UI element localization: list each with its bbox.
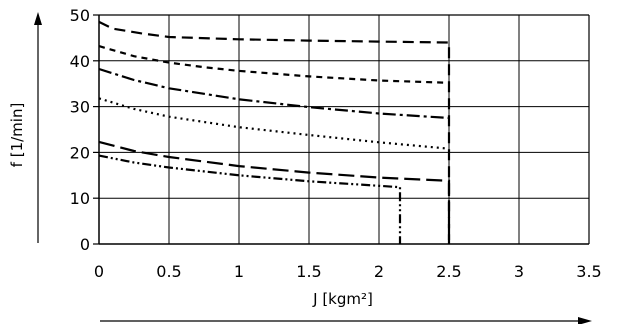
x-tick-label: 0.5 [156, 262, 181, 281]
y-arrow-head-icon [34, 12, 42, 25]
y-tick-label: 10 [70, 189, 90, 208]
x-tick-label: 1.5 [296, 262, 321, 281]
x-tick-label: 2.5 [436, 262, 461, 281]
x-tick-label: 1 [234, 262, 244, 281]
x-arrow-head-icon [578, 317, 592, 324]
tick-labels: 0 0.5 1 1.5 2 2.5 3 3.5 0 10 20 30 40 50 [70, 6, 602, 281]
x-tick-label: 0 [94, 262, 104, 281]
x-tick-label: 3.5 [576, 262, 601, 281]
series-group [98, 20, 451, 244]
series-line-6 [98, 154, 402, 244]
y-tick-label: 50 [70, 6, 90, 25]
x-axis-label: J [kgm²] [312, 290, 373, 308]
series-line-2 [98, 45, 450, 84]
axes [98, 14, 590, 245]
series-line-1 [98, 20, 451, 244]
y-tick-label: 0 [80, 235, 90, 254]
grid [98, 14, 590, 245]
series-line-4 [98, 97, 450, 150]
x-tick-label: 2 [374, 262, 384, 281]
y-tick-label: 40 [70, 52, 90, 71]
x-tick-label: 3 [514, 262, 524, 281]
series-line-3 [98, 67, 450, 120]
y-tick-label: 20 [70, 143, 90, 162]
series-line-5 [98, 140, 451, 244]
y-tick-label: 30 [70, 98, 90, 117]
y-axis-label: f [1/min] [8, 103, 26, 168]
